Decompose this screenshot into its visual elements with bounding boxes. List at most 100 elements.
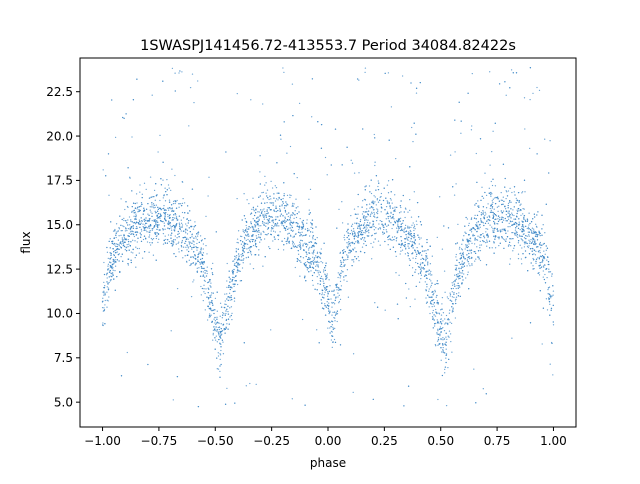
data-point [519,235,521,237]
data-point [158,224,160,226]
data-point [548,271,550,273]
data-point [107,288,110,291]
data-point [301,226,304,229]
data-point [409,229,411,232]
data-point [427,249,429,251]
data-point [302,257,305,259]
data-point [167,184,170,186]
data-point [532,268,534,270]
data-point [491,247,493,249]
data-point [281,205,283,207]
data-point [237,248,239,250]
data-point [517,257,520,260]
data-point [162,227,164,230]
data-point [300,261,302,263]
data-point [140,234,142,236]
data-point [364,67,367,69]
data-point [216,316,218,318]
data-point [435,311,437,313]
data-point [508,212,510,214]
data-point [442,320,444,322]
data-point [444,372,446,374]
data-point [301,228,303,230]
data-point [193,237,195,239]
data-point [181,250,183,252]
data-point [143,220,146,223]
data-point [439,326,442,328]
data-point [249,263,251,265]
data-point [480,199,482,202]
data-point [432,317,434,319]
data-point [151,212,153,215]
data-point [195,262,197,264]
data-point [428,288,430,290]
data-point [106,251,109,253]
data-point [249,250,252,253]
data-point [365,244,367,247]
data-point [281,220,284,222]
data-point [189,210,191,212]
data-point [120,243,123,245]
data-point [434,315,437,317]
data-point [479,223,481,226]
data-point [404,243,406,246]
data-point [347,296,350,298]
data-point [374,302,376,304]
data-point [155,259,157,261]
data-point [528,227,530,230]
data-point [193,241,195,243]
data-point [489,216,491,218]
data-point [523,237,526,239]
data-point [278,208,281,210]
data-point [168,228,171,230]
data-point [418,236,420,239]
data-point [458,285,460,287]
data-point [524,219,527,221]
data-point [346,247,349,249]
data-point [434,343,437,346]
data-point [396,220,398,222]
data-point [296,176,298,179]
data-point [109,265,112,267]
data-point [290,221,292,224]
data-point [510,69,513,71]
data-point [176,375,179,378]
data-point [244,238,246,240]
data-point [180,242,183,244]
data-point [517,240,520,242]
data-point [551,275,553,277]
data-point [125,220,127,222]
data-point [197,405,200,408]
data-point [357,213,359,215]
data-point [363,243,365,245]
data-point [104,285,106,287]
data-point [430,284,433,287]
data-point [506,210,508,212]
data-point [107,153,110,155]
data-point [266,201,268,204]
data-point [273,226,275,228]
data-point [326,301,328,303]
data-point [505,213,508,216]
data-point [247,238,249,241]
data-point [412,227,415,229]
data-point [528,231,530,233]
data-point [419,221,422,223]
data-point [111,272,113,275]
data-point [509,87,511,89]
data-point [383,187,385,189]
data-point [442,337,444,339]
data-point [229,299,231,301]
data-point [315,261,318,263]
data-point [127,240,130,243]
data-point [211,302,214,305]
data-point [119,246,122,248]
data-point [333,290,335,292]
data-point [182,197,184,200]
data-point [171,168,173,170]
data-point [313,249,315,251]
data-point [181,246,183,248]
data-point [470,249,473,251]
data-point [439,320,442,323]
data-point [272,240,274,242]
